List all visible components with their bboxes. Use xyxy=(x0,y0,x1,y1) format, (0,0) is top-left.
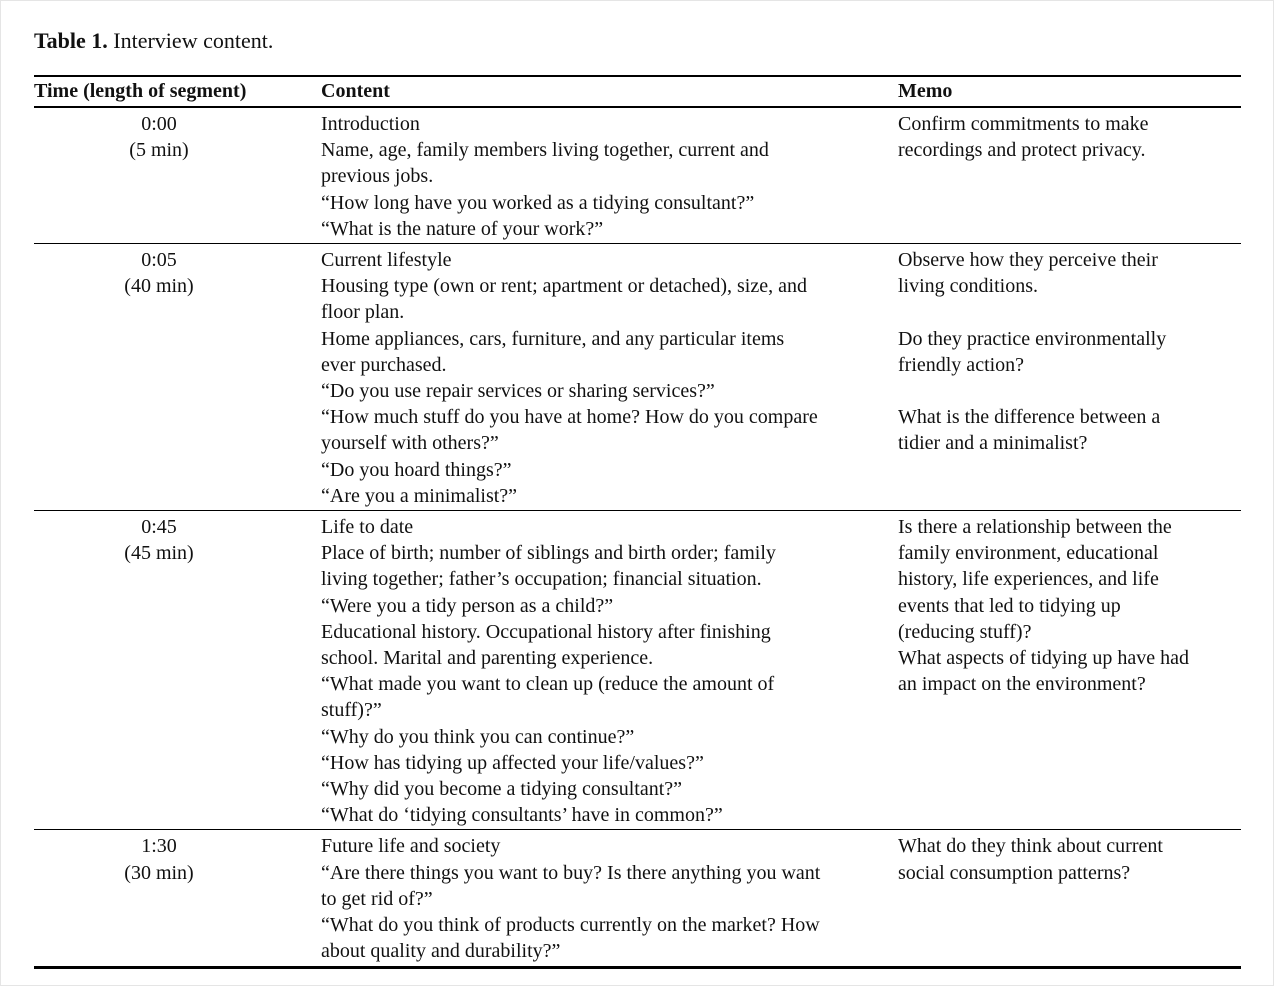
cell-line: events that led to tidying up xyxy=(898,594,1121,617)
cell-line: Life to date xyxy=(321,516,414,539)
cell-line: 0:45 xyxy=(141,516,177,539)
cell-line: “How much stuff do you have at home? How… xyxy=(321,406,818,429)
cell-line: (5 min) xyxy=(129,139,189,162)
cell-line: Place of birth; number of siblings and b… xyxy=(321,542,776,565)
time-cell-inner: 0:45 (45 min) xyxy=(34,514,284,566)
table-row: 0:45 (45 min) Life to date Place of birth;… xyxy=(34,511,1241,831)
cell-line: Name, age, family members living togethe… xyxy=(321,139,769,162)
cell-line: Is there a relationship between the xyxy=(898,516,1172,539)
cell-line: previous jobs. xyxy=(321,165,434,188)
cell-line: yourself with others?” xyxy=(321,432,499,455)
cell-line: about quality and durability?” xyxy=(321,940,561,963)
table-header-row: Time (length of segment) Content Memo xyxy=(34,77,1241,108)
table-caption: Table 1. Interview content. xyxy=(34,27,273,55)
cell-line: “Why do you think you can continue?” xyxy=(321,725,635,748)
content-cell: Life to date Place of birth; number of si… xyxy=(321,514,898,828)
table-caption-text: Interview content. xyxy=(107,28,274,53)
cell-line: floor plan. xyxy=(321,301,405,324)
cell-line: “Do you hoard things?” xyxy=(321,458,512,481)
cell-line: Home appliances, cars, furniture, and an… xyxy=(321,327,785,350)
cell-line: (45 min) xyxy=(124,542,194,565)
time-cell: 1:30 (30 min) xyxy=(34,833,321,885)
cell-line: Current lifestyle xyxy=(321,249,452,272)
cell-line xyxy=(898,378,1241,404)
table-body: 0:00 (5 min) Introduction Name, age, famil… xyxy=(34,108,1241,966)
cell-line: “What is the nature of your work?” xyxy=(321,217,604,240)
cell-line: 0:05 xyxy=(141,249,177,272)
cell-line: Housing type (own or rent; apartment or … xyxy=(321,275,807,298)
cell-line: friendly action? xyxy=(898,353,1025,376)
table-row: 0:05 (40 min) Current lifestyle Housing ty… xyxy=(34,244,1241,512)
cell-line: (40 min) xyxy=(124,275,194,298)
cell-line: 1:30 xyxy=(141,835,177,858)
table-caption-label: Table 1. xyxy=(34,28,108,53)
cell-line: “What made you want to clean up (reduce … xyxy=(321,673,775,696)
table-row: 0:00 (5 min) Introduction Name, age, famil… xyxy=(34,108,1241,245)
table-row: 1:30 (30 min) Future life and society “Are… xyxy=(34,830,1241,965)
cell-line: “Are you a minimalist?” xyxy=(321,484,518,507)
content-cell: Future life and society “Are there things… xyxy=(321,833,898,964)
cell-line: “What do you think of products currently… xyxy=(321,914,820,937)
cell-line: family environment, educational xyxy=(898,542,1159,565)
memo-cell: Is there a relationship between the famil… xyxy=(898,514,1241,697)
cell-line: living together; father’s occupation; fi… xyxy=(321,568,762,591)
time-cell: 0:45 (45 min) xyxy=(34,514,321,566)
content-cell: Current lifestyle Housing type (own or re… xyxy=(321,247,898,509)
cell-line: tidier and a minimalist? xyxy=(898,432,1088,455)
cell-line: an impact on the environment? xyxy=(898,673,1146,696)
cell-line: What aspects of tidying up have had xyxy=(898,647,1190,670)
cell-line: “How has tidying up affected your life/v… xyxy=(321,751,704,774)
cell-line: “Why did you become a tidying consultant… xyxy=(321,778,683,801)
cell-line: Do they practice environmentally xyxy=(898,327,1167,350)
cell-line: What do they think about current xyxy=(898,835,1163,858)
header-memo: Memo xyxy=(898,80,953,102)
time-cell-inner: 1:30 (30 min) xyxy=(34,833,284,885)
cell-line: Observe how they perceive their xyxy=(898,249,1158,272)
cell-line: (30 min) xyxy=(124,861,194,884)
cell-line xyxy=(898,299,1241,325)
cell-line: social consumption patterns? xyxy=(898,861,1131,884)
time-cell: 0:00 (5 min) xyxy=(34,111,321,163)
time-cell-inner: 0:05 (40 min) xyxy=(34,247,284,299)
memo-cell: What do they think about current social c… xyxy=(898,833,1241,885)
cell-line: school. Marital and parenting experience… xyxy=(321,647,654,670)
cell-line: “Do you use repair services or sharing s… xyxy=(321,380,715,403)
memo-cell: Observe how they perceive their living co… xyxy=(898,247,1241,457)
cell-line: ever purchased. xyxy=(321,353,447,376)
cell-line: living conditions. xyxy=(898,275,1038,298)
cell-line: Educational history. Occupational histor… xyxy=(321,620,771,643)
cell-line: Future life and society xyxy=(321,835,501,858)
cell-line: What is the difference between a xyxy=(898,406,1161,429)
cell-line: (reducing stuff)? xyxy=(898,620,1032,643)
header-time: Time (length of segment) xyxy=(34,80,247,102)
content-cell: Introduction Name, age, family members li… xyxy=(321,111,898,242)
header-content: Content xyxy=(321,80,390,102)
cell-line: to get rid of?” xyxy=(321,887,433,910)
cell-line: Introduction xyxy=(321,113,420,135)
cell-line: 0:00 xyxy=(141,113,177,135)
cell-line: Confirm commitments to make xyxy=(898,113,1149,135)
memo-cell: Confirm commitments to make recordings an… xyxy=(898,111,1241,163)
cell-line: recordings and protect privacy. xyxy=(898,139,1146,162)
cell-line: “How long have you worked as a tidying c… xyxy=(321,191,755,214)
cell-line: stuff)?” xyxy=(321,699,382,722)
interview-content-table: Time (length of segment) Content Memo 0:… xyxy=(34,75,1241,969)
cell-line: “Are there things you want to buy? Is th… xyxy=(321,861,821,884)
time-cell-inner: 0:00 (5 min) xyxy=(34,111,284,163)
cell-line: “Were you a tidy person as a child?” xyxy=(321,594,614,617)
cell-line: history, life experiences, and life xyxy=(898,568,1159,591)
cell-line: “What do ‘tidying consultants’ have in c… xyxy=(321,804,723,827)
time-cell: 0:05 (40 min) xyxy=(34,247,321,299)
